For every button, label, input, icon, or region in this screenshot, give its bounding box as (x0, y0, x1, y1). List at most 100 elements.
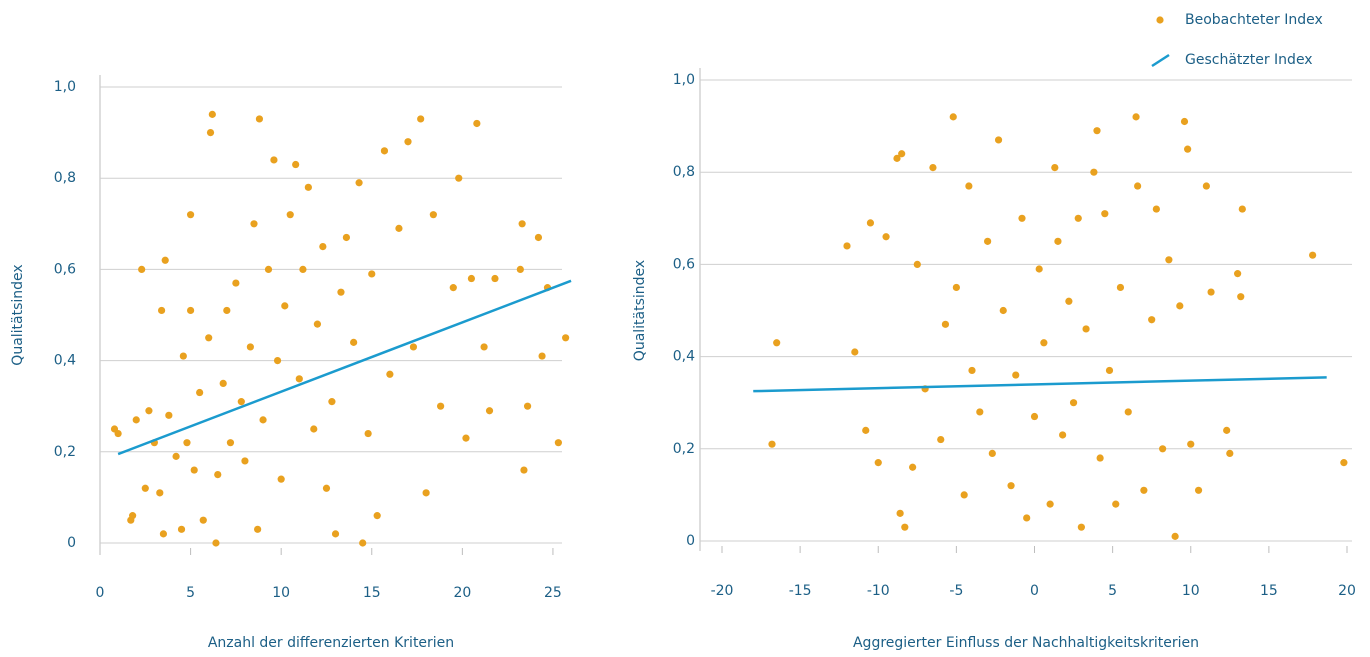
data-point (994, 136, 1003, 144)
y-tick-label: 0,2 (673, 441, 695, 457)
data-point (310, 425, 318, 433)
data-point (219, 379, 227, 387)
data-point (1223, 426, 1231, 434)
data-point (491, 274, 499, 283)
data-point (929, 163, 937, 172)
x-tick-label: 10 (1182, 583, 1200, 599)
data-point (186, 306, 195, 315)
data-point (223, 306, 231, 315)
x-tick-label: 0 (96, 585, 105, 601)
data-point (114, 429, 122, 438)
data-point (773, 339, 781, 347)
data-point (1140, 486, 1148, 494)
data-point (409, 343, 418, 351)
data-point (179, 352, 187, 360)
data-point (295, 375, 303, 383)
data-point (1309, 251, 1317, 259)
data-point (417, 115, 425, 123)
y-tick-label: 0,4 (54, 353, 76, 369)
data-point (952, 283, 960, 292)
y-tick-label: 0,8 (54, 170, 76, 186)
x-tick-label: -10 (867, 583, 890, 599)
data-point (1012, 371, 1020, 379)
y-axis-label: Qualitätsindex (10, 264, 26, 365)
data-point (1116, 283, 1125, 292)
data-point (273, 357, 282, 365)
data-point (1180, 117, 1189, 126)
data-point (299, 265, 307, 273)
data-point (186, 211, 195, 219)
y-tick-label: 0 (67, 535, 76, 551)
x-tick-label: 5 (186, 585, 195, 601)
x-tick-label: 15 (1260, 583, 1278, 599)
data-point (159, 530, 168, 538)
data-point (1132, 113, 1140, 121)
data-point (1187, 440, 1195, 448)
data-point (462, 434, 470, 442)
y-tick-label: 1,0 (54, 79, 76, 95)
data-point (246, 343, 254, 351)
x-tick-label: 15 (363, 585, 381, 601)
y-tick-label: 0,4 (673, 349, 695, 365)
data-point (538, 352, 546, 360)
data-point (1207, 288, 1215, 296)
data-point (520, 466, 528, 474)
data-point (1093, 127, 1101, 135)
x-tick-label: 10 (272, 585, 290, 601)
data-point (1059, 431, 1067, 439)
data-point (1238, 205, 1246, 213)
data-point (161, 256, 169, 264)
data-point (1040, 339, 1048, 347)
data-point (1065, 297, 1073, 305)
data-point (292, 160, 300, 169)
data-point (485, 407, 494, 415)
data-point (896, 509, 904, 517)
data-point (199, 516, 207, 524)
x-axis-label: Aggregierter Einfluss der Nachhaltigkeit… (853, 635, 1199, 651)
x-axis-label: Anzahl der differenzierten Kriterien (208, 635, 454, 651)
data-point (232, 279, 240, 287)
data-point (984, 237, 992, 245)
data-point (866, 219, 875, 227)
data-point (1035, 265, 1043, 273)
data-point (1046, 500, 1054, 508)
data-point (337, 288, 345, 296)
data-point (449, 284, 457, 292)
legend-label: Beobachteter Index (1185, 12, 1323, 28)
data-point (342, 233, 350, 242)
data-point (1051, 163, 1059, 172)
data-point (976, 408, 984, 416)
data-point (422, 489, 430, 497)
data-point (1124, 408, 1132, 416)
data-point (129, 512, 137, 520)
x-tick-label: -5 (949, 583, 963, 599)
data-point (373, 512, 381, 520)
data-point (177, 525, 186, 533)
data-point (937, 435, 945, 444)
data-point (1030, 412, 1039, 421)
data-point (165, 411, 173, 419)
trend-line (753, 376, 1327, 393)
data-point (1082, 325, 1090, 333)
data-point (1152, 205, 1160, 213)
data-point (1069, 399, 1078, 407)
legend-label: Geschätzter Index (1185, 52, 1313, 68)
data-point (988, 449, 996, 458)
data-point (1105, 366, 1114, 375)
y-tick-label: 0,2 (54, 444, 76, 460)
data-point (1237, 293, 1245, 301)
data-point (208, 110, 216, 118)
data-point (437, 402, 445, 410)
data-point (893, 154, 901, 162)
data-point (473, 119, 481, 128)
data-point (158, 306, 166, 315)
data-point (138, 265, 146, 273)
data-point (212, 539, 220, 547)
x-tick-label: 20 (453, 585, 471, 601)
data-point (965, 182, 973, 190)
data-point (1007, 482, 1015, 490)
data-point (319, 243, 327, 251)
data-point (1134, 182, 1142, 190)
data-point (206, 129, 215, 137)
